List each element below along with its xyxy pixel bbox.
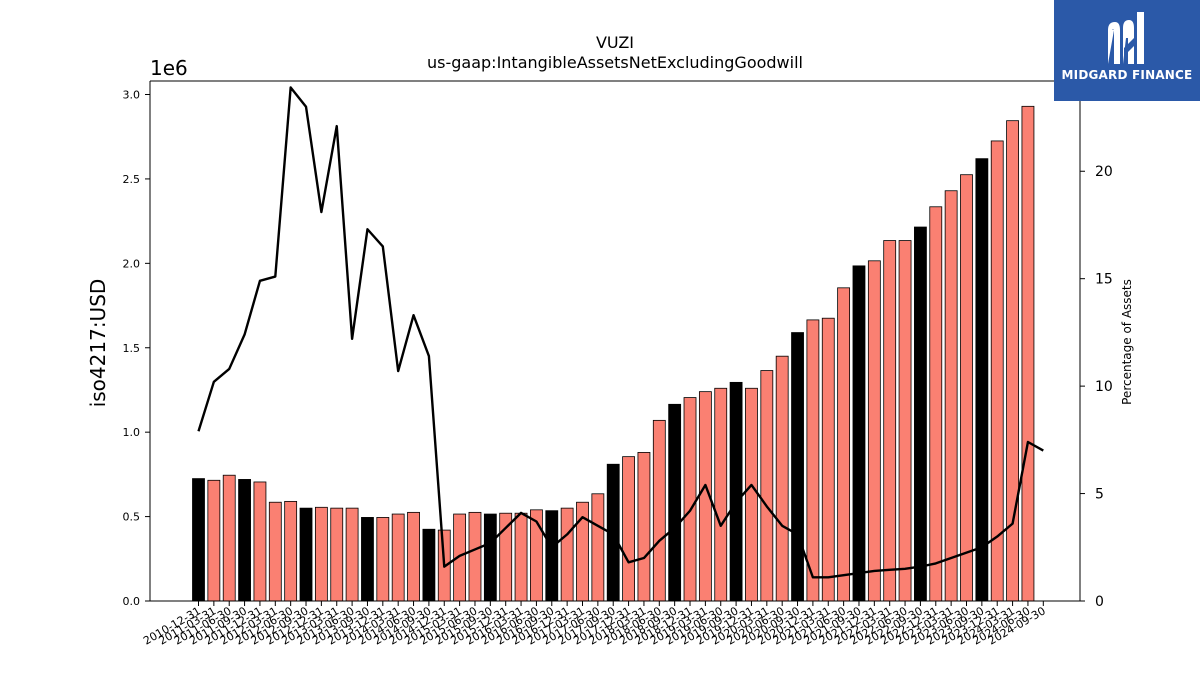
- brand-name: MIDGARD FINANCE: [1061, 68, 1193, 82]
- bar: [729, 381, 743, 602]
- bar: [806, 319, 820, 602]
- bar: [514, 512, 528, 602]
- midgard-logo-mark-icon: [1108, 12, 1144, 64]
- bar: [314, 506, 328, 602]
- bar: [545, 510, 559, 602]
- bar: [929, 206, 943, 602]
- bar: [760, 370, 774, 602]
- chart-subtitle: us-gaap:IntangibleAssetsNetExcludingGood…: [427, 53, 803, 72]
- y-tick-label: 2.0: [123, 257, 141, 270]
- bar: [975, 158, 989, 602]
- bar: [852, 265, 866, 602]
- bar: [898, 240, 912, 602]
- bar: [345, 507, 359, 602]
- bar: [376, 517, 390, 602]
- y-axis-label: iso4217:USD: [86, 279, 110, 408]
- bar: [222, 474, 236, 602]
- bar: [299, 507, 313, 602]
- bar: [668, 403, 682, 602]
- bar: [1021, 105, 1035, 602]
- bar: [207, 479, 221, 602]
- bar: [284, 500, 298, 602]
- bar: [468, 511, 482, 602]
- bar: [238, 479, 251, 602]
- bar: [944, 190, 958, 602]
- y2-tick-label: 15: [1095, 272, 1113, 288]
- bar: [960, 174, 973, 602]
- bar: [883, 240, 897, 602]
- bar: [867, 260, 881, 602]
- y-tick-label: 2.5: [123, 173, 141, 186]
- bar: [591, 493, 605, 602]
- bar: [1006, 120, 1019, 602]
- bar: [422, 528, 436, 602]
- bar: [330, 507, 344, 602]
- bar: [637, 452, 651, 602]
- y2-axis-label: Percentage of Assets: [1120, 279, 1134, 405]
- pct-assets-line: [197, 86, 1044, 579]
- bar: [821, 317, 835, 602]
- y-tick-label: 1.0: [123, 426, 141, 439]
- bar: [407, 511, 420, 602]
- y-tick-label: 1.5: [123, 342, 141, 355]
- y2-tick-label: 5: [1095, 487, 1104, 503]
- y2-tick-label: 10: [1095, 379, 1113, 395]
- y-offset-label: 1e6: [150, 56, 188, 80]
- y-tick-label: 0.0: [123, 595, 141, 608]
- y2-tick-label: 20: [1095, 164, 1113, 180]
- bar: [192, 478, 205, 602]
- y-tick-label: 3.0: [123, 89, 141, 102]
- y-tick-label: 0.5: [123, 511, 141, 524]
- bar: [745, 387, 758, 602]
- bar: [914, 226, 927, 602]
- y2-tick-label: 0: [1095, 594, 1104, 610]
- bar: [791, 332, 804, 602]
- bar: [253, 481, 267, 602]
- bar: [268, 501, 282, 602]
- midgard-finance-logo: MIDGARD FINANCE: [1054, 0, 1200, 101]
- bar: [683, 397, 697, 602]
- bar: [560, 507, 574, 602]
- bar: [714, 387, 728, 602]
- bar: [622, 456, 635, 602]
- bar: [391, 513, 405, 602]
- chart-title: VUZI: [596, 33, 634, 52]
- bar: [775, 355, 789, 602]
- bar: [837, 287, 851, 602]
- bar: [483, 513, 497, 602]
- bar: [652, 419, 666, 602]
- bar: [361, 517, 374, 602]
